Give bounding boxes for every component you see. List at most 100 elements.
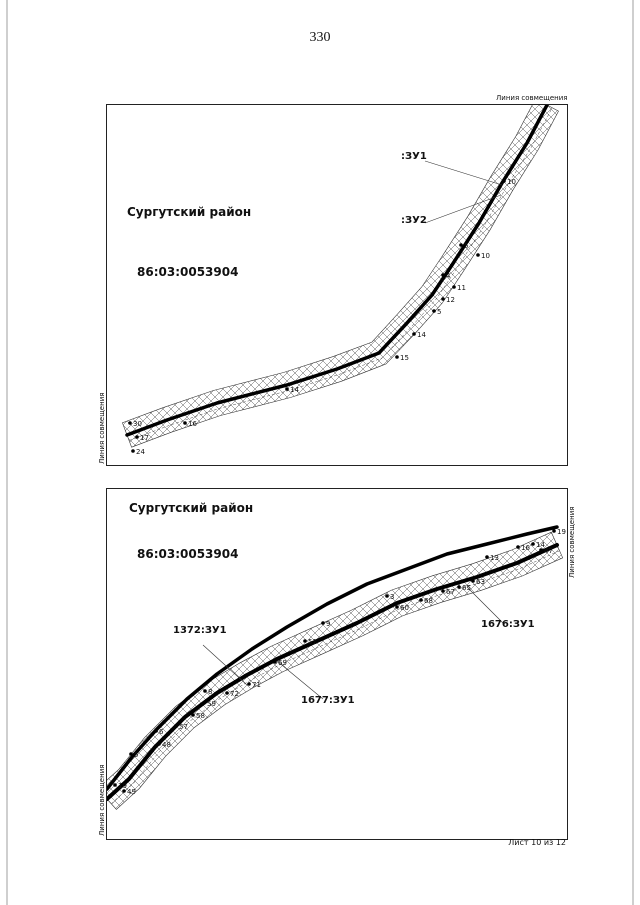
hatched-corridor — [122, 105, 559, 448]
survey-point-marker — [441, 273, 445, 277]
survey-point-marker — [395, 355, 399, 359]
survey-point-label: 6 — [159, 728, 164, 736]
survey-point-marker — [183, 421, 187, 425]
survey-point-marker — [552, 529, 556, 533]
survey-point-label: 58 — [196, 712, 205, 720]
survey-point-label: 16 — [188, 420, 197, 428]
parcel-label-1372: 1372:ЗУ1 — [173, 625, 227, 636]
parcel-label-1677: 1677:ЗУ1 — [301, 695, 355, 706]
survey-point-label: 19 — [118, 782, 127, 790]
survey-point-label: 3 — [390, 593, 394, 601]
survey-point-label: 5 — [134, 751, 138, 759]
map-panel-top: 30 17 24 16 14 15 14 5 12 11 4 10 5 10 Сургутский рай… — [106, 104, 568, 466]
survey-point-label: 24 — [136, 448, 145, 456]
survey-point-label: 10 — [481, 252, 490, 260]
survey-point-label: 65 — [462, 584, 471, 592]
survey-point-marker — [247, 682, 251, 686]
parcel-label-zu2: :ЗУ2 — [401, 215, 427, 226]
survey-point-marker — [459, 243, 463, 247]
bottom-panel-edge-label-right: Линия совмещения — [568, 506, 576, 578]
survey-point-marker — [441, 589, 445, 593]
survey-point-label: 68 — [424, 597, 433, 605]
survey-point-marker — [203, 689, 207, 693]
hatched-corridor-inner-line — [129, 107, 553, 441]
parcel-label-1676: 1676:ЗУ1 — [481, 619, 535, 630]
parcel-label-zu1: :ЗУ1 — [401, 151, 427, 162]
survey-point-label: 13 — [490, 554, 499, 562]
survey-point-marker — [128, 421, 132, 425]
survey-point-label: 14 — [417, 331, 426, 339]
survey-point-marker — [452, 285, 456, 289]
survey-point-marker — [303, 639, 307, 643]
page-number: 330 — [309, 30, 331, 45]
sheet-number: Лист 10 из 12 — [508, 838, 566, 847]
survey-point-label: 5 — [437, 308, 441, 316]
survey-point-marker — [412, 332, 416, 336]
survey-point-marker — [113, 783, 117, 787]
leader-line-zu2 — [424, 194, 502, 224]
bottom-panel-edge-label-left: Линия совмещения — [98, 764, 106, 836]
survey-point-marker — [502, 179, 506, 183]
survey-point-marker — [457, 585, 461, 589]
survey-point-label: 17 — [140, 434, 149, 442]
survey-point-label: 9 — [326, 620, 330, 628]
hatched-corridor — [107, 531, 564, 810]
survey-point-marker — [441, 297, 445, 301]
cadastral-block-label: 86:03:0053904 — [137, 265, 239, 279]
survey-point-marker — [191, 713, 195, 717]
top-panel-edge-label-left: Линия совмещения — [98, 392, 106, 464]
survey-point-marker — [385, 594, 389, 598]
survey-point-label: 63 — [476, 578, 485, 586]
survey-point-label: 5 — [464, 242, 468, 250]
leader-line-zu1 — [424, 160, 503, 186]
survey-point-marker — [476, 253, 480, 257]
survey-point-label: 48 — [162, 741, 171, 749]
survey-point-marker — [432, 309, 436, 313]
boundary-line-lower — [107, 543, 559, 801]
leader-line-1677 — [276, 660, 324, 700]
survey-point-marker — [471, 579, 475, 583]
survey-point-marker — [129, 752, 133, 756]
survey-point-label: 14 — [290, 386, 299, 394]
cadastral-block-label: 86:03:0053904 — [137, 547, 239, 561]
survey-point-marker — [419, 598, 423, 602]
survey-point-label: 59 — [207, 700, 216, 708]
survey-point-label: 71 — [252, 681, 261, 689]
survey-point-marker — [174, 724, 178, 728]
survey-point-label: 69 — [278, 659, 287, 667]
survey-point-label: 67 — [446, 588, 455, 596]
survey-point-label: 30 — [133, 420, 142, 428]
hatched-corridor-inner-line — [111, 550, 560, 804]
survey-point-marker — [202, 701, 206, 705]
district-label: Сургутский район — [127, 205, 252, 219]
survey-point-label: 57 — [179, 723, 188, 731]
survey-point-marker — [154, 729, 158, 733]
scan-edge-right — [632, 0, 634, 905]
survey-point-marker — [321, 621, 325, 625]
leader-line-1372 — [202, 644, 248, 686]
survey-point-label: 19 — [557, 528, 566, 536]
survey-point-marker — [122, 789, 126, 793]
survey-point-label: 60 — [400, 604, 409, 612]
survey-point-label: 72 — [230, 690, 239, 698]
district-label: Сургутский район — [129, 501, 254, 515]
boundary-line-main — [125, 105, 549, 437]
survey-point-label: 49 — [127, 788, 136, 796]
survey-point-label: 12 — [446, 296, 455, 304]
survey-point-label: 8 — [208, 688, 212, 696]
survey-point-marker — [135, 435, 139, 439]
top-panel-edge-label-top: Линия совмещения — [496, 94, 568, 102]
boundary-line-upper — [107, 525, 559, 791]
survey-point-label: 10 — [507, 178, 516, 186]
survey-point-marker — [225, 691, 229, 695]
survey-point-marker — [485, 555, 489, 559]
survey-point-marker — [157, 742, 161, 746]
map-panel-bottom: 19 49 5 48 6 57 59 58 8 72 71 69 51 9 3 60 68 67 65 63 13 16 1… — [106, 488, 568, 840]
survey-point-marker — [539, 548, 543, 552]
scan-edge-left — [6, 0, 8, 905]
survey-point-marker — [516, 545, 520, 549]
leader-line-1676 — [466, 586, 504, 624]
survey-point-marker — [273, 660, 277, 664]
survey-point-label: 47 — [544, 547, 553, 555]
